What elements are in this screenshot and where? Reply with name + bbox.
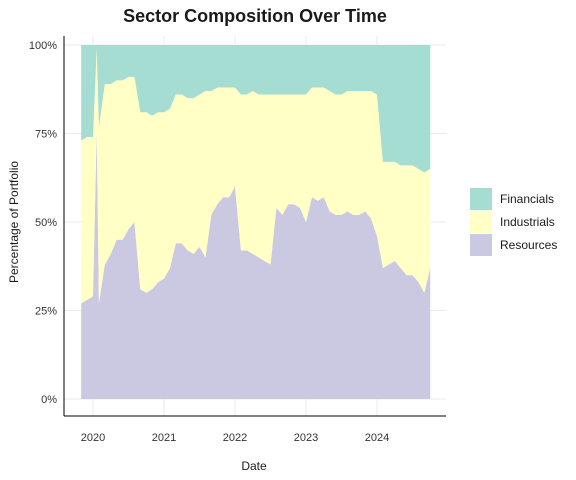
area-industrials — [81, 48, 431, 304]
legend-swatch — [470, 210, 492, 233]
y-axis-title: Percentage of Portfolio — [7, 161, 21, 283]
legend-item-financials: Financials — [470, 187, 557, 210]
y-tick-label: 0% — [41, 394, 57, 406]
tick-labels: 0% 25% 50% 75% 100% 2020 2021 2022 2023 2024 — [29, 40, 389, 444]
x-tick-label: 2023 — [294, 432, 318, 444]
axes — [63, 36, 446, 417]
x-tick-label: 2022 — [223, 432, 247, 444]
y-tick-label: 100% — [29, 40, 57, 52]
legend-label: Industrials — [500, 214, 555, 229]
y-tick-label: 75% — [35, 129, 57, 141]
legend-item-resources: Resources — [470, 233, 557, 256]
legend: Financials Industrials Resources — [470, 187, 557, 256]
x-tick-label: 2020 — [81, 432, 105, 444]
legend-label: Resources — [500, 237, 558, 252]
area-layer — [81, 45, 431, 399]
legend-swatch — [470, 187, 492, 210]
legend-swatch — [470, 233, 492, 256]
chart-title: Sector Composition Over Time — [123, 6, 387, 26]
legend-label: Financials — [500, 191, 555, 206]
x-tick-label: 2021 — [152, 432, 176, 444]
area-resources — [81, 129, 431, 399]
legend-item-industrials: Industrials — [470, 210, 557, 233]
y-tick-label: 25% — [35, 306, 57, 318]
x-axis-title: Date — [241, 459, 267, 473]
y-tick-label: 50% — [35, 217, 57, 229]
area-financials — [81, 45, 431, 173]
x-tick-label: 2024 — [365, 432, 389, 444]
